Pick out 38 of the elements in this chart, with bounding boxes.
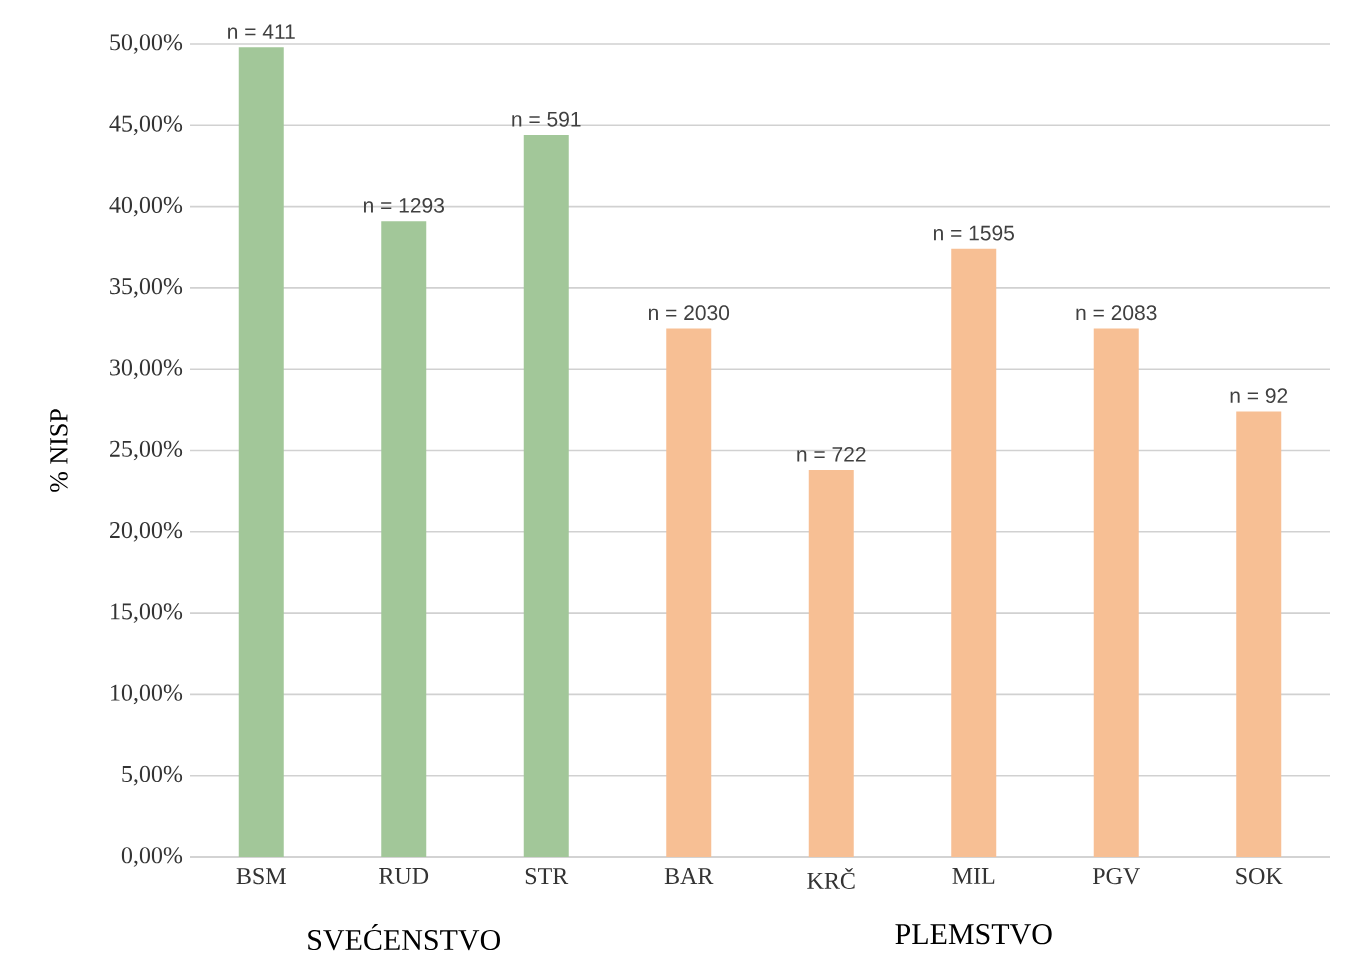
text: SVEĆENSTVO <box>308 924 500 951</box>
annotation: n = 1293 <box>363 197 444 213</box>
y-tick-label: 50,00% <box>110 34 183 54</box>
annotation: n = 411 <box>228 24 295 39</box>
annotation: n = 1595 <box>933 225 1014 241</box>
y-tick-label: 30,00% <box>110 359 183 380</box>
x-tick-label: KRČ <box>807 868 855 889</box>
x-tick-label: MIL <box>952 868 995 884</box>
bar <box>666 328 712 857</box>
bar <box>808 470 854 857</box>
y-tick-label: 45,00% <box>109 115 183 136</box>
annotation: n = 92 <box>1230 388 1288 404</box>
bar <box>951 248 997 857</box>
y-tick-label: 10,00% <box>111 684 183 705</box>
y-tick-label: 35,00% <box>110 278 183 298</box>
annotation: n = 722 <box>797 446 866 462</box>
x-tick-label: BAR <box>664 868 714 884</box>
y-tick-label: 25,00% <box>110 440 183 461</box>
text: PLEMSTVO <box>895 924 1052 945</box>
bar <box>381 221 427 857</box>
y-tick-label: 0,00% <box>121 847 183 867</box>
bar <box>238 47 284 857</box>
x-tick-label: RUD <box>379 868 429 884</box>
x-tick-label: SOK <box>1236 868 1283 885</box>
y-tick-label: 15,00% <box>111 603 183 623</box>
x-tick-label: PGV <box>1092 868 1140 885</box>
y-tick-label: 40,00% <box>109 196 183 217</box>
annotation: n = 2083 <box>1076 305 1157 321</box>
y-tick-label: 20,00% <box>110 521 183 542</box>
y-axis-title: % NISP <box>50 409 68 492</box>
x-tick-label: STR <box>525 868 569 885</box>
annotation: n = 591 <box>512 111 581 127</box>
bar <box>1093 328 1139 857</box>
bar <box>523 135 569 857</box>
y-tick-label: 5,00% <box>122 765 183 786</box>
bar <box>1236 411 1282 857</box>
annotation: n = 2030 <box>648 305 730 321</box>
x-tick-label: BSM <box>236 868 286 885</box>
